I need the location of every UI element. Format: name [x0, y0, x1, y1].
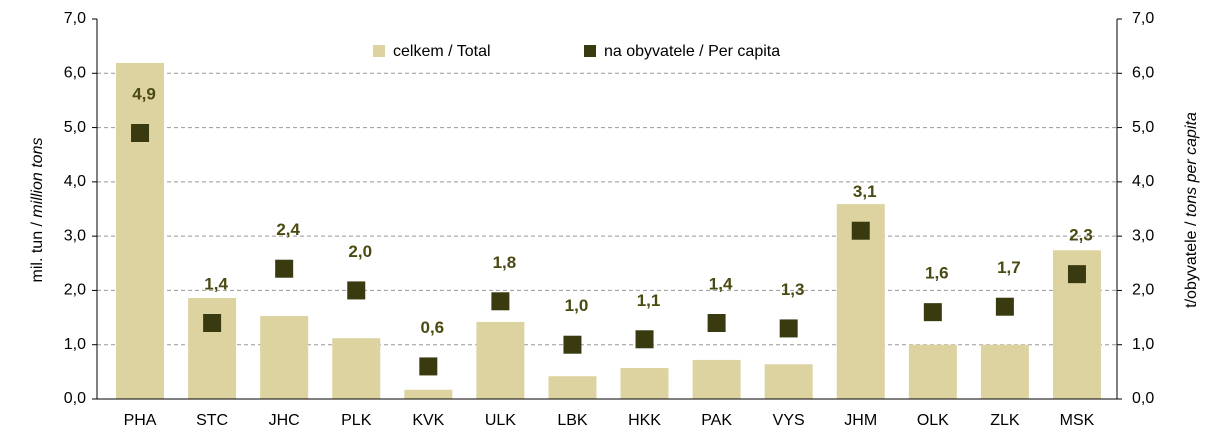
- y2-tick-label: 7,0: [1132, 10, 1154, 27]
- y2-tick-label: 6,0: [1132, 65, 1154, 82]
- data-label: 0,6: [421, 318, 445, 337]
- y-tick-label: 7,0: [64, 10, 86, 27]
- bar: [548, 376, 597, 399]
- marker: [923, 303, 942, 322]
- legend-swatch: [373, 45, 385, 57]
- y2-axis-title-part: tons per capita: [1183, 112, 1200, 217]
- x-tick-label: LBK: [557, 412, 588, 429]
- x-tick-label: PAK: [701, 412, 732, 429]
- x-tick-label: KVK: [412, 412, 444, 429]
- marker: [779, 319, 798, 338]
- legend-label: celkem / Total: [393, 43, 491, 60]
- y2-tick-label: 2,0: [1132, 282, 1154, 299]
- bar: [620, 368, 669, 399]
- data-label: 2,4: [276, 220, 300, 239]
- bar: [260, 315, 309, 399]
- data-label: 3,1: [853, 182, 877, 201]
- x-tick-label: JHC: [269, 412, 300, 429]
- y2-axis-title: t/obyvatele / tons per capita: [1183, 112, 1200, 308]
- x-tick-label: PLK: [341, 412, 372, 429]
- data-label: 2,0: [348, 242, 372, 261]
- data-label: 1,0: [565, 296, 589, 315]
- legend-swatch: [584, 45, 596, 57]
- y-tick-label: 3,0: [64, 227, 86, 244]
- bar: [764, 364, 813, 399]
- y-tick-label: 1,0: [64, 336, 86, 353]
- x-tick-label: VYS: [773, 412, 805, 429]
- marker: [635, 330, 654, 349]
- data-label: 1,4: [709, 274, 733, 293]
- y-axis-title-part: million tons: [29, 138, 46, 218]
- x-tick-label: JHM: [844, 412, 877, 429]
- bar: [908, 344, 957, 399]
- y-axis-title-part: mil. tun /: [29, 218, 46, 283]
- marker: [1067, 265, 1086, 284]
- y2-tick-label: 5,0: [1132, 119, 1154, 136]
- y-axis-title: mil. tun / million tons: [29, 138, 46, 283]
- data-label: 1,8: [493, 253, 517, 272]
- marker: [491, 292, 510, 311]
- data-label: 1,7: [997, 258, 1021, 277]
- marker: [851, 221, 870, 240]
- y2-axis-title-part: t/obyvatele /: [1183, 217, 1200, 308]
- marker: [563, 335, 582, 354]
- y2-tick-label: 4,0: [1132, 173, 1154, 190]
- marker: [203, 314, 222, 332]
- marker: [419, 357, 438, 376]
- data-label: 1,1: [637, 291, 661, 310]
- y-tick-label: 6,0: [64, 65, 86, 82]
- x-tick-label: MSK: [1060, 412, 1095, 429]
- x-tick-label: HKK: [628, 412, 661, 429]
- marker: [131, 124, 150, 142]
- x-tick-label: STC: [196, 412, 228, 429]
- x-tick-label: ZLK: [990, 412, 1020, 429]
- bar: [980, 344, 1029, 399]
- y-tick-label: 0,0: [64, 390, 86, 407]
- marker: [275, 259, 294, 278]
- x-tick-label: PHA: [124, 412, 157, 429]
- data-label: 2,3: [1069, 226, 1093, 245]
- data-label: 1,6: [925, 264, 949, 283]
- y2-tick-label: 0,0: [1132, 390, 1154, 407]
- bar: [404, 389, 453, 399]
- x-tick-label: ULK: [485, 412, 516, 429]
- marker: [347, 281, 366, 300]
- marker: [707, 314, 726, 332]
- data-label: 1,3: [781, 280, 805, 299]
- bar: [188, 298, 237, 399]
- y-tick-label: 2,0: [64, 282, 86, 299]
- marker: [995, 297, 1014, 316]
- y-tick-label: 5,0: [64, 119, 86, 136]
- bar: [116, 62, 165, 399]
- legend-label: na obyvatele / Per capita: [604, 43, 780, 60]
- y-tick-label: 4,0: [64, 173, 86, 190]
- data-label: 4,9: [132, 84, 156, 103]
- bar: [476, 321, 525, 399]
- data-label: 1,4: [204, 274, 228, 293]
- y2-tick-label: 1,0: [1132, 336, 1154, 353]
- bar: [692, 359, 741, 399]
- x-tick-label: OLK: [917, 412, 949, 429]
- bar: [332, 338, 381, 399]
- y2-tick-label: 3,0: [1132, 227, 1154, 244]
